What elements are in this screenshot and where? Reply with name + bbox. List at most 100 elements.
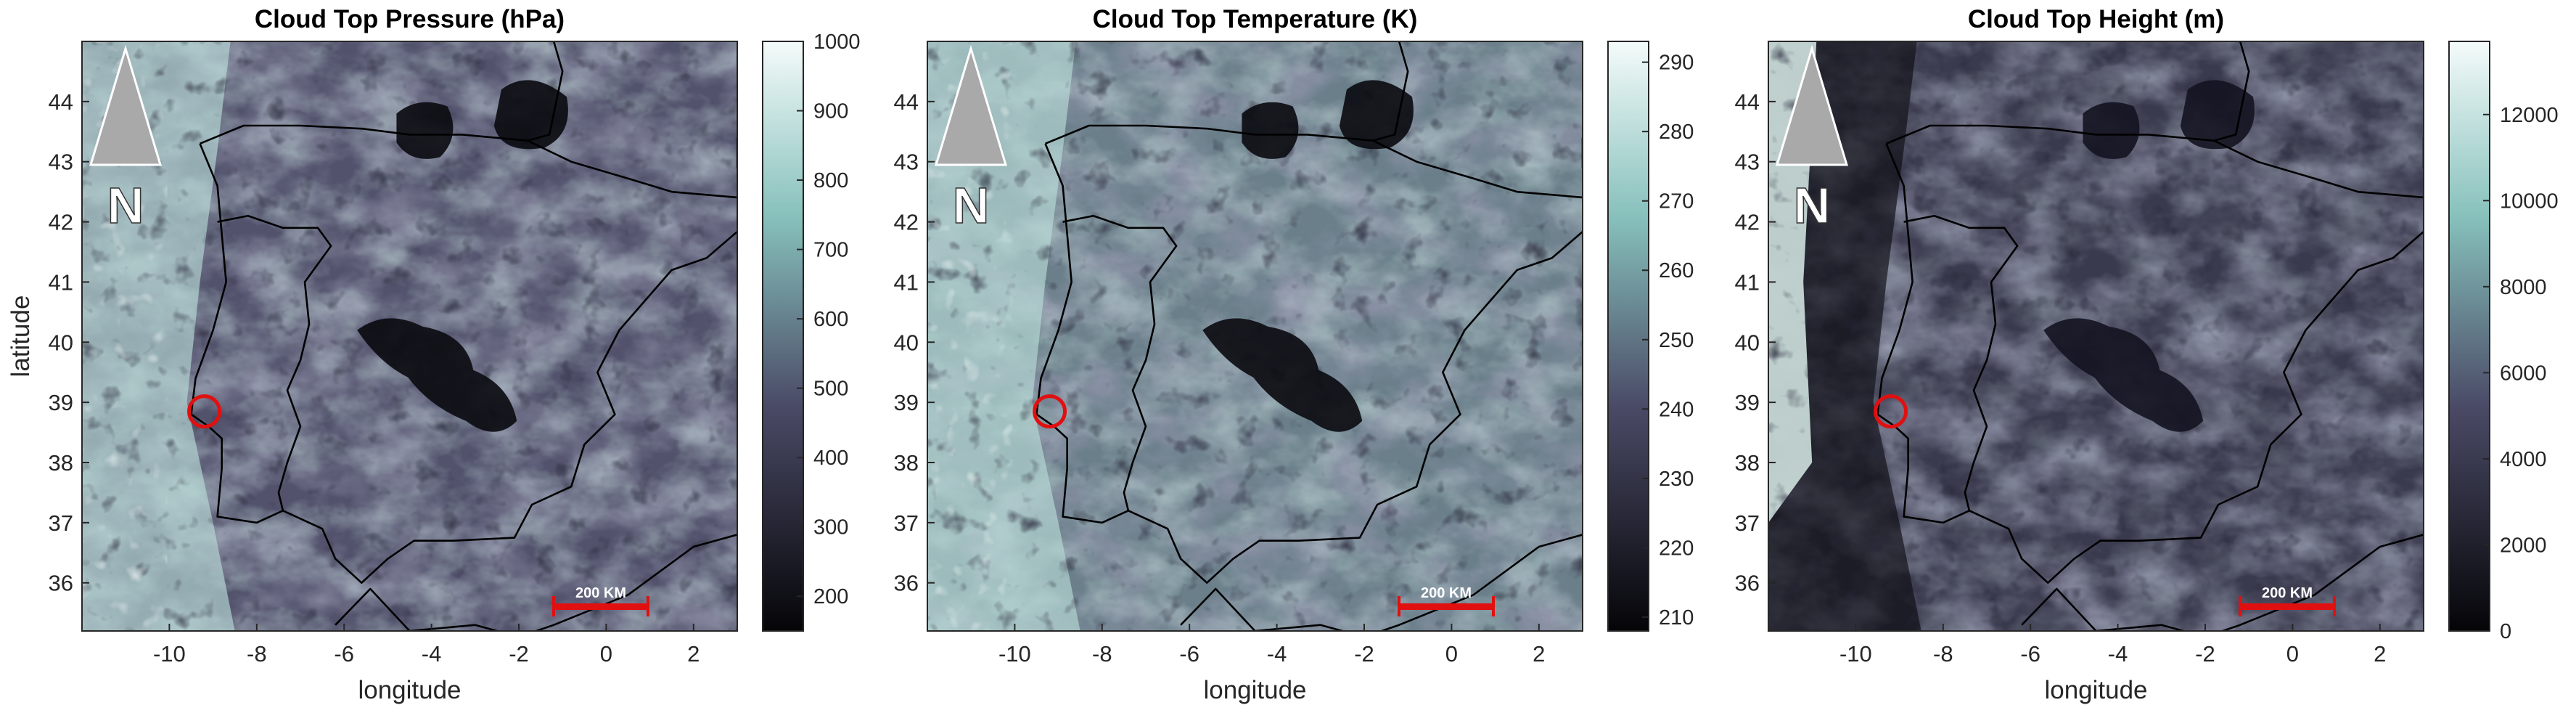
y-axis-label: latitude (7, 296, 35, 378)
clear-patch-north (2083, 102, 2140, 159)
x-tick-label: -4 (1267, 641, 1287, 667)
scale-label: 200 KM (2262, 585, 2313, 601)
colorbar-tick-label: 12000 (2500, 104, 2559, 127)
panel-2: N 200 KM -10 -8 -6 -4 -2 0 2 44 43 42 41 40 39 38 37 36 Cl… (894, 5, 1694, 704)
x-tick-label: 0 (1445, 641, 1458, 667)
scale-label: 200 KM (575, 585, 626, 601)
colorbar-tick-label: 270 (1659, 190, 1694, 213)
panel-3: N 200 KM -10 -8 -6 -4 -2 0 2 44 43 42 41 40 39 38 37 36 Cl… (1735, 5, 2559, 704)
x-axis-label: longitude (2044, 676, 2147, 704)
x-tick-label: -6 (2020, 641, 2040, 667)
colorbar-tick-label: 700 (813, 239, 848, 262)
colorbar-tick-label: 260 (1659, 259, 1694, 282)
axes-frame (1768, 41, 2424, 632)
coastline-iberia (190, 137, 737, 584)
colorbar-tick-label: 210 (1659, 606, 1694, 630)
axes-frame (81, 41, 738, 632)
y-tick-label: 37 (1735, 510, 1760, 536)
x-tick-label: -10 (153, 641, 186, 667)
coastline-iberia (1035, 137, 1583, 584)
coastline-north (1886, 41, 2250, 145)
x-tick-label: 2 (687, 641, 700, 667)
x-axis-label: longitude (1203, 676, 1306, 704)
y-tick-label: 42 (1735, 210, 1760, 235)
border-pyrenees (527, 139, 737, 199)
study-site-circle (1874, 394, 1908, 429)
x-tick-label: -6 (334, 641, 354, 667)
x-tick-label: -2 (509, 641, 529, 667)
colorbar-tick-label: 240 (1659, 398, 1694, 421)
colorbar-tick-label: 500 (813, 378, 848, 401)
x-tick-label: -8 (1933, 641, 1953, 667)
coastline-north (200, 41, 564, 145)
y-tick-label: 38 (1735, 450, 1760, 476)
x-tick-label: -10 (1839, 641, 1872, 667)
y-tick-label: 41 (1735, 269, 1760, 295)
map-field (82, 41, 737, 631)
study-site-circle (1033, 394, 1067, 429)
x-tick-label: -2 (1354, 641, 1374, 667)
colorbar-tick-label: 6000 (2500, 362, 2547, 385)
x-tick-label: 0 (600, 641, 612, 667)
border-portugal-spain (1062, 214, 1178, 511)
panel-title: Cloud Top Temperature (K) (1093, 5, 1418, 33)
y-tick-label: 43 (49, 150, 73, 175)
y-tick-label: 37 (49, 510, 73, 536)
y-tick-label: 39 (894, 390, 919, 415)
y-tick-label: 40 (894, 330, 919, 355)
y-tick-label: 41 (894, 269, 919, 295)
border-pyrenees (1372, 139, 1583, 199)
map-field (1768, 41, 2424, 631)
study-site-circle (187, 394, 222, 429)
north-arrow-icon (1775, 44, 1849, 166)
colorbar-tick-label: 200 (813, 585, 848, 608)
north-arrow-icon (89, 44, 163, 166)
colorbar-tick-label: 300 (813, 516, 848, 539)
clear-patch-center (1202, 318, 1363, 432)
scale-bar (1399, 603, 1493, 610)
y-tick-label: 39 (1735, 390, 1760, 415)
y-tick-label: 36 (1735, 571, 1760, 596)
y-tick-label: 41 (49, 269, 73, 295)
x-tick-label: -2 (2195, 641, 2215, 667)
colorbar-tick-label: 800 (813, 169, 848, 192)
y-tick-label: 40 (49, 330, 73, 355)
colorbar-tick-label: 230 (1659, 468, 1694, 491)
colorbar-tick-label: 400 (813, 447, 848, 470)
clear-patch-north (1242, 102, 1299, 159)
x-tick-label: -4 (422, 641, 442, 667)
north-arrow-icon (934, 44, 1008, 166)
y-tick-label: 36 (49, 571, 73, 596)
map-field (927, 41, 1583, 631)
x-tick-label: 2 (1533, 641, 1545, 667)
y-tick-label: 44 (49, 89, 73, 115)
x-tick-label: 0 (2286, 641, 2299, 667)
x-tick-label: -8 (247, 641, 267, 667)
y-tick-label: 43 (1735, 150, 1760, 175)
y-tick-label: 39 (49, 390, 73, 415)
colorbar-tick-label: 280 (1659, 121, 1694, 144)
y-tick-label: 42 (49, 210, 73, 235)
panel-1: N 200 KM -10 -8 -6 -4 -2 0 2 44 43 42 41 40 39 38 37 36 Cl… (7, 5, 861, 704)
colorbar (1607, 41, 1649, 632)
colorbar-tick-label: 2000 (2500, 534, 2547, 557)
colorbar-tick-label: 290 (1659, 52, 1694, 75)
north-label: N (953, 177, 990, 234)
colorbar-tick-label: 250 (1659, 329, 1694, 352)
x-tick-label: -10 (998, 641, 1031, 667)
colorbar-tick-label: 4000 (2500, 448, 2547, 471)
clear-patch-north (396, 102, 454, 159)
x-axis-label: longitude (358, 676, 461, 704)
border-portugal-spain (217, 214, 332, 511)
y-tick-label: 37 (894, 510, 919, 536)
y-tick-label: 40 (1735, 330, 1760, 355)
coastline-africa (1180, 534, 1583, 631)
colorbar-tick-label: 600 (813, 308, 848, 331)
colorbar (2448, 41, 2490, 632)
y-tick-label: 38 (894, 450, 919, 476)
y-tick-label: 44 (1735, 89, 1760, 115)
coastline-iberia (1876, 137, 2424, 584)
coastline-north (1045, 41, 1409, 145)
clear-patch-center (2043, 318, 2204, 432)
